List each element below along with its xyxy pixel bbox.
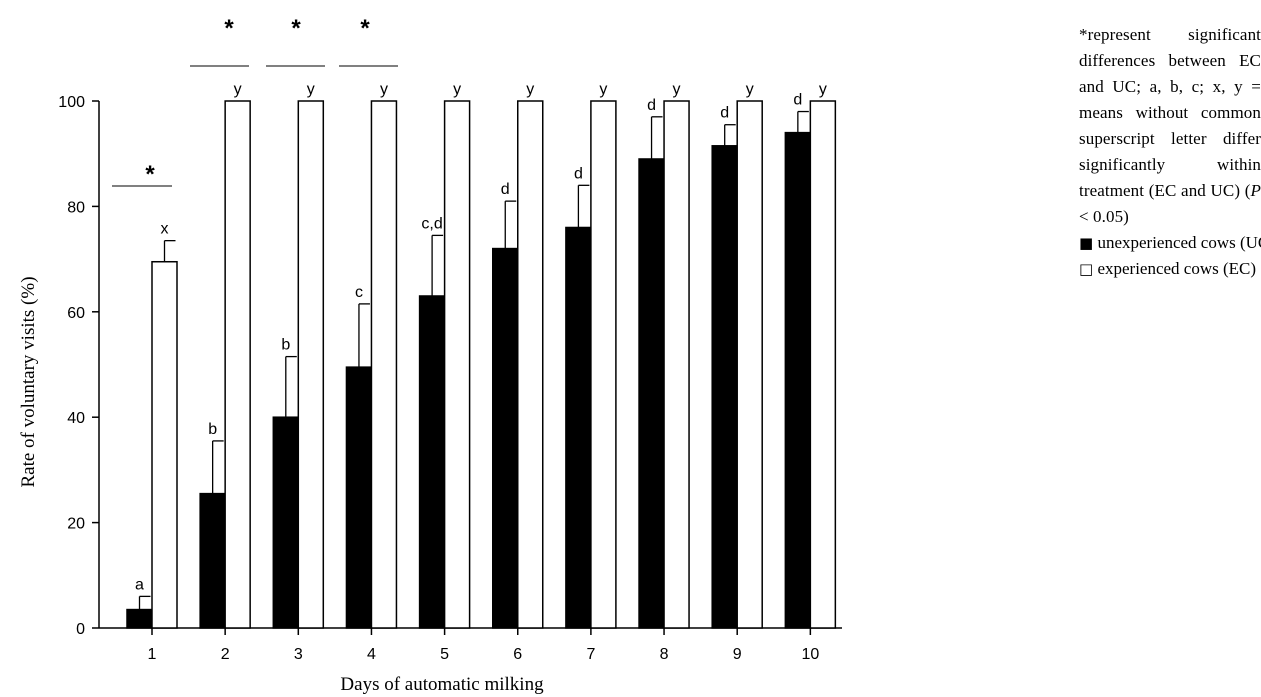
significance-letter: c,d <box>421 215 442 232</box>
filled-square-icon: ■ <box>1079 234 1094 252</box>
legend-note-text: *represent significant differences betwe… <box>1079 25 1261 200</box>
x-tick-label: 4 <box>367 646 376 663</box>
significance-letter: y <box>453 81 461 98</box>
legend-entry-ec: □ experienced cows (EC) <box>1079 256 1261 282</box>
significance-letter: y <box>526 81 534 98</box>
x-ticks: 1 2 3 4 5 6 7 8 9 10 <box>148 628 819 663</box>
x-tick-label: 8 <box>660 646 669 663</box>
bar-ec <box>443 100 471 629</box>
legend-note-p: P <box>1250 181 1261 200</box>
bar-ec <box>224 100 251 629</box>
y-axis-title: Rate of voluntary visits (%) <box>18 276 39 487</box>
bar-uc <box>711 145 738 629</box>
x-tick-label: 5 <box>440 646 449 663</box>
significance-letter: x <box>161 221 169 238</box>
legend-label-ec: experienced cows (EC) <box>1097 259 1257 278</box>
bar-uc <box>638 158 665 629</box>
x-tick-label: 10 <box>801 646 819 663</box>
bar-ec <box>517 100 544 629</box>
legend-entry-uc: ■ unexperienced cows (UC) <box>1079 230 1261 256</box>
bar-uc <box>272 416 300 629</box>
significance-star: * <box>224 15 234 42</box>
significance-letter: d <box>574 165 583 182</box>
significance-letter: y <box>673 81 681 98</box>
bar-ec <box>809 100 837 629</box>
significance-letter: d <box>647 97 656 114</box>
significance-letter: d <box>720 105 729 122</box>
bar-uc <box>126 608 153 629</box>
significance-letter: y <box>234 81 242 98</box>
significance-letter: d <box>793 92 802 109</box>
significance-star: * <box>145 161 155 188</box>
x-tick-label: 9 <box>733 646 742 663</box>
significance-letter: a <box>135 576 144 593</box>
bar-uc <box>345 366 373 629</box>
significance-letter: b <box>281 337 290 354</box>
significance-letter: y <box>746 81 754 98</box>
x-tick-label: 2 <box>221 646 230 663</box>
y-tick-label: 40 <box>67 410 85 427</box>
bar-uc <box>492 247 519 629</box>
y-ticks: 0 20 40 60 80 100 <box>58 94 99 638</box>
legend: *represent significant differences betwe… <box>1079 22 1261 282</box>
error-bars <box>138 110 809 610</box>
y-tick-label: 60 <box>67 305 85 322</box>
significance-star: * <box>360 15 370 42</box>
bar-ec <box>151 260 178 629</box>
y-tick-label: 20 <box>67 516 85 533</box>
bar-uc <box>199 492 226 629</box>
legend-note-end: < 0.05) <box>1079 207 1129 226</box>
bar-uc <box>784 131 812 629</box>
significance-star: * <box>291 15 301 42</box>
bar-ec <box>736 100 763 629</box>
x-tick-label: 7 <box>586 646 595 663</box>
empty-square-icon: □ <box>1079 260 1094 278</box>
significance-letter: y <box>380 81 388 98</box>
bar-ec <box>370 100 398 629</box>
significance-letter: b <box>208 421 217 438</box>
x-axis-title: Days of automatic milking <box>340 674 544 695</box>
x-tick-label: 1 <box>148 646 157 663</box>
x-tick-label: 6 <box>513 646 522 663</box>
legend-label-uc: unexperienced cows (UC) <box>1097 233 1261 252</box>
x-tick-label: 3 <box>294 646 303 663</box>
significance-letter: y <box>819 81 827 98</box>
bar-uc <box>565 226 592 629</box>
bars <box>126 100 837 629</box>
bar-ec <box>590 100 617 629</box>
bar-ec <box>297 100 325 629</box>
significance-letter: c <box>355 284 363 301</box>
significance-letter: y <box>599 81 607 98</box>
y-tick-label: 100 <box>58 94 85 111</box>
significance-letter: y <box>307 81 315 98</box>
significance-stars: * * * * <box>112 15 398 188</box>
legend-note: *represent significant differences betwe… <box>1079 22 1261 230</box>
y-tick-label: 0 <box>76 621 85 638</box>
y-tick-label: 80 <box>67 199 85 216</box>
bar-ec <box>663 100 690 629</box>
bar-uc <box>418 295 446 629</box>
significance-letter: d <box>501 181 510 198</box>
